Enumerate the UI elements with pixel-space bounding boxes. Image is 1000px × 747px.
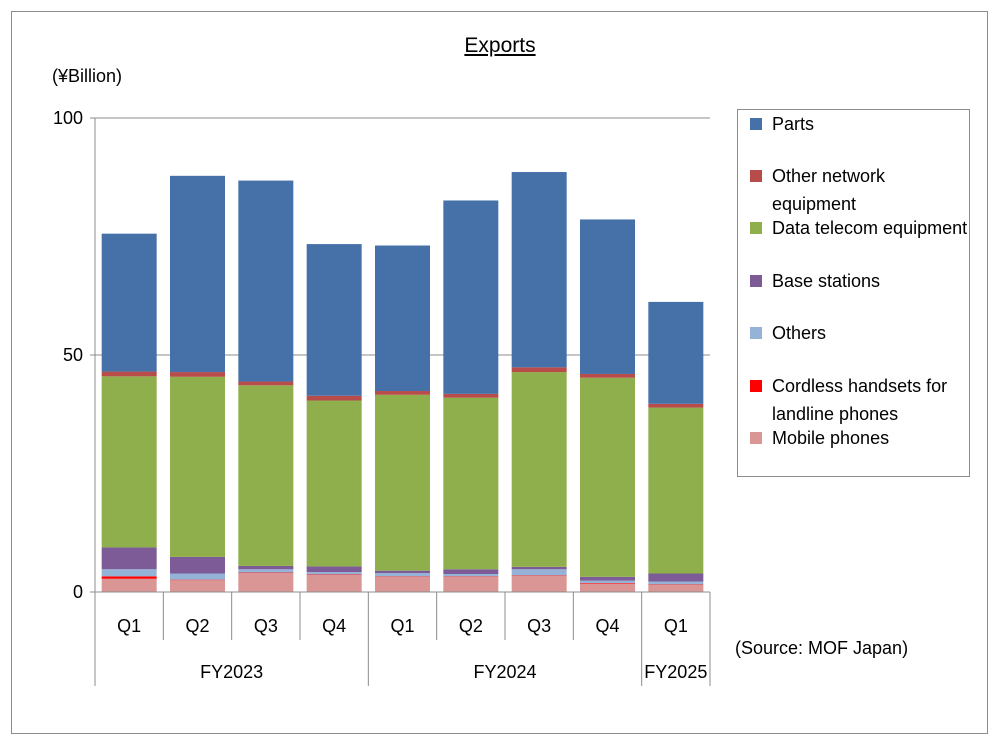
x-tick-label: Q2 <box>459 616 483 636</box>
bar-parts <box>648 301 704 404</box>
x-tick-label: Q4 <box>595 616 619 636</box>
legend-swatch <box>750 432 762 444</box>
bar-others <box>648 581 704 585</box>
bar-other-network-equipment <box>238 381 294 386</box>
x-tick-label: Q1 <box>664 616 688 636</box>
legend-label: Cordless handsets for landline phones <box>772 376 948 424</box>
legend-label: Other network equipment <box>772 166 886 214</box>
bar-other-network-equipment <box>443 393 499 398</box>
bar-mobile-phones <box>580 583 635 592</box>
bar-base-stations <box>101 547 157 570</box>
bar-other-network-equipment <box>101 371 157 377</box>
chart-title: Exports <box>464 34 536 57</box>
bar-parts <box>170 175 225 373</box>
legend-swatch <box>750 380 762 392</box>
bar-parts <box>511 172 567 368</box>
bar-mobile-phones <box>443 576 499 592</box>
bar-mobile-phones <box>238 573 294 592</box>
bar-others <box>306 572 362 575</box>
legend-label: Mobile phones <box>772 428 890 448</box>
bar-base-stations <box>375 570 430 574</box>
bar-other-network-equipment <box>375 391 430 395</box>
bar-mobile-phones <box>306 574 362 592</box>
bar-other-network-equipment <box>648 403 704 408</box>
x-tick-label: Q2 <box>185 616 209 636</box>
bar-mobile-phones <box>170 580 225 592</box>
bar-others <box>580 580 635 583</box>
y-axis-unit-label: (¥Billion) <box>52 66 123 86</box>
group-label: FY2023 <box>200 662 263 682</box>
group-label: FY2025 <box>644 662 707 682</box>
legend-swatch <box>750 275 762 287</box>
bar-others <box>238 569 294 573</box>
legend-swatch <box>750 118 762 130</box>
x-tick-label: Q1 <box>117 616 141 636</box>
bar-other-network-equipment <box>511 367 567 373</box>
bar-base-stations <box>443 569 499 574</box>
bar-base-stations <box>511 566 567 570</box>
x-tick-label: Q3 <box>527 616 551 636</box>
bar-others <box>443 573 499 577</box>
x-tick-label: Q3 <box>254 616 278 636</box>
bar-data-telecom-equipment <box>580 377 635 577</box>
bar-other-network-equipment <box>170 372 225 377</box>
group-label: FY2024 <box>473 662 536 682</box>
bar-parts <box>580 219 635 374</box>
bar-others <box>511 569 567 576</box>
bar-mobile-phones <box>648 584 704 592</box>
bar-base-stations <box>238 565 294 570</box>
bar-data-telecom-equipment <box>375 394 430 571</box>
legend-label: Parts <box>772 114 815 134</box>
legend-label: Data telecom equipment <box>772 218 968 238</box>
bar-others <box>170 573 225 580</box>
bar-base-stations <box>306 566 362 573</box>
bar-data-telecom-equipment <box>101 376 157 548</box>
bar-other-network-equipment <box>306 395 362 401</box>
bar-parts <box>375 245 430 392</box>
legend-swatch <box>750 170 762 182</box>
bar-mobile-phones <box>511 575 567 592</box>
legend-label: Others <box>772 323 827 343</box>
bar-data-telecom-equipment <box>238 385 294 566</box>
bar-data-telecom-equipment <box>170 376 225 557</box>
bar-parts <box>443 200 499 394</box>
bar-data-telecom-equipment <box>306 400 362 567</box>
legend-label: Base stations <box>772 271 881 291</box>
bar-parts <box>238 180 294 382</box>
bar-data-telecom-equipment <box>443 397 499 570</box>
bar-other-network-equipment <box>580 373 635 378</box>
bar-data-telecom-equipment <box>648 407 704 574</box>
source-note: (Source: MOF Japan) <box>735 638 909 658</box>
bar-parts <box>306 244 362 396</box>
legend-swatch <box>750 327 762 339</box>
legend-swatch <box>750 222 762 234</box>
bar-parts <box>101 233 157 372</box>
y-tick-label: 100 <box>53 108 83 128</box>
bar-base-stations <box>580 576 635 581</box>
bar-others <box>101 569 157 577</box>
y-tick-label: 0 <box>73 582 83 602</box>
x-tick-label: Q4 <box>322 616 346 636</box>
bar-base-stations <box>170 556 225 574</box>
bar-mobile-phones <box>101 578 157 592</box>
bar-mobile-phones <box>375 576 430 592</box>
y-tick-label: 50 <box>63 345 83 365</box>
bar-base-stations <box>648 573 704 582</box>
bar-cordless-handsets-for-landline-phones <box>101 576 157 579</box>
bar-others <box>375 573 430 577</box>
x-tick-label: Q1 <box>390 616 414 636</box>
bar-data-telecom-equipment <box>511 372 567 567</box>
legend: Parts Other network equipment Data telecom… <box>737 109 970 477</box>
